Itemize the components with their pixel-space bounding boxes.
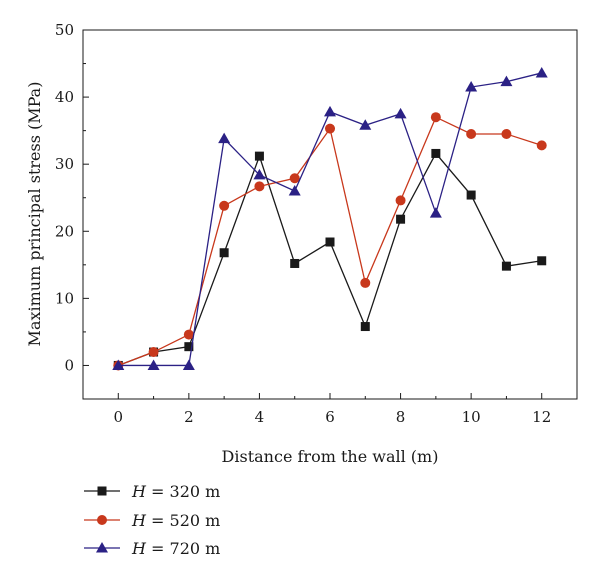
data-point (536, 140, 547, 151)
data-point (112, 359, 125, 370)
legend-label: H = 520 m (131, 511, 220, 530)
data-point (465, 81, 478, 92)
x-tick-label: 4 (255, 408, 265, 426)
data-point (360, 322, 370, 332)
data-point (394, 107, 407, 119)
data-point (219, 248, 229, 258)
data-point (253, 168, 266, 180)
series-1 (113, 148, 547, 370)
data-point (254, 151, 264, 161)
data-point (537, 256, 547, 266)
data-point (501, 128, 512, 139)
series-3 (112, 66, 548, 370)
data-point (182, 359, 195, 370)
x-tick-label: 12 (532, 408, 551, 426)
x-axis-label: Distance from the wall (m) (222, 447, 439, 466)
data-point (396, 214, 406, 224)
data-point (254, 181, 265, 192)
data-point (359, 119, 372, 130)
data-point (289, 173, 300, 184)
data-point (430, 112, 441, 123)
x-tick-label: 8 (396, 408, 406, 426)
x-tick-label: 2 (184, 408, 194, 426)
y-tick-label: 0 (64, 356, 74, 374)
axis-ticks: 0 2 4 6 8 10 12 0 10 20 30 40 50 (55, 21, 551, 426)
data-point (325, 237, 335, 247)
x-tick-label: 10 (462, 408, 481, 426)
data-point (431, 148, 441, 158)
data-point (325, 123, 335, 134)
legend-label: H = 320 m (131, 482, 220, 501)
data-point (148, 347, 159, 358)
data-point (290, 258, 300, 268)
data-point (429, 207, 442, 218)
data-point (501, 261, 511, 271)
legend-marker (96, 542, 108, 553)
legend-marker (97, 515, 107, 525)
data-point (288, 185, 301, 196)
y-tick-label: 40 (55, 88, 74, 106)
series-line (118, 152, 542, 367)
data-point (395, 195, 406, 206)
legend-label-rest: = 520 m (146, 511, 220, 530)
series-group (112, 66, 548, 371)
y-tick-label: 10 (55, 289, 74, 307)
legend: H = 320 mH = 520 mH = 720 m (84, 482, 220, 558)
legend-entry-2: H = 520 m (84, 511, 220, 530)
data-point (147, 359, 160, 370)
y-tick-label: 30 (55, 155, 74, 173)
data-point (184, 342, 194, 352)
data-point (500, 75, 513, 87)
legend-label: H = 720 m (131, 539, 220, 558)
data-point (360, 277, 371, 288)
data-point (466, 128, 477, 139)
legend-label-italic: H (131, 482, 147, 501)
y-axis-label: Maximum principal stress (MPa) (25, 82, 44, 347)
data-point (466, 190, 476, 200)
series-line (118, 72, 542, 367)
legend-label-rest: = 320 m (146, 482, 220, 501)
x-tick-label: 0 (114, 408, 124, 426)
y-tick-label: 50 (55, 21, 74, 39)
legend-label-rest: = 720 m (146, 539, 220, 558)
legend-label-italic: H (131, 511, 147, 530)
data-point (218, 132, 231, 144)
legend-marker (97, 486, 107, 496)
legend-entry-3: H = 720 m (84, 539, 220, 558)
data-point (324, 105, 336, 117)
y-tick-label: 20 (55, 222, 74, 240)
legend-entry-1: H = 320 m (84, 482, 220, 501)
series-2 (113, 112, 547, 371)
data-point (535, 66, 548, 78)
legend-label-italic: H (131, 539, 147, 558)
data-point (183, 329, 194, 340)
x-tick-label: 6 (325, 408, 335, 426)
data-point (219, 200, 230, 211)
